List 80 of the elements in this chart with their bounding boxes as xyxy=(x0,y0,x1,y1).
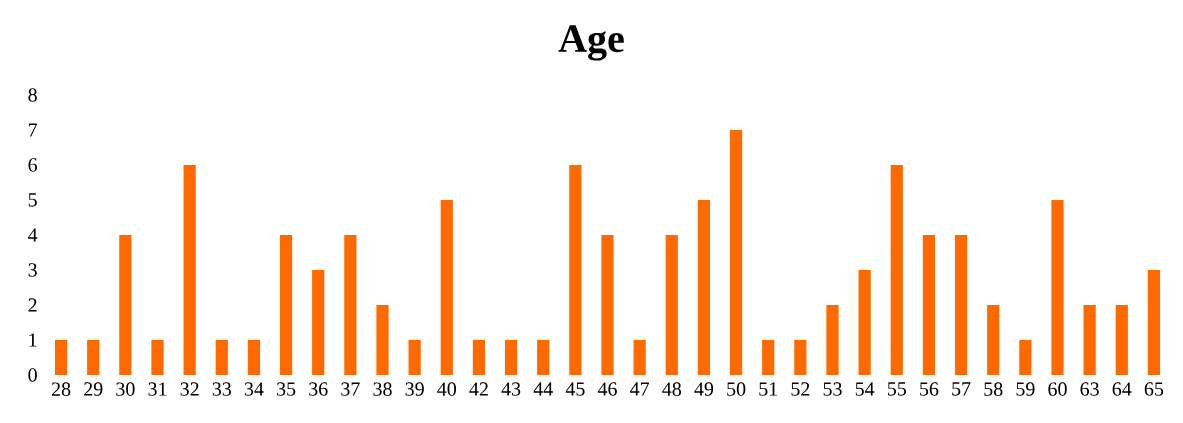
bar xyxy=(665,234,678,375)
bar xyxy=(376,304,389,375)
bar xyxy=(1019,339,1032,375)
x-tick-label: 40 xyxy=(437,382,457,396)
x-tick-label: 45 xyxy=(565,382,585,396)
bar xyxy=(890,164,903,375)
bar xyxy=(1083,304,1096,375)
x-tick-label: 28 xyxy=(51,382,71,396)
bar xyxy=(987,304,1000,375)
x-tick-label: 53 xyxy=(823,382,842,396)
bar xyxy=(279,234,293,375)
y-tick-label: 4 xyxy=(28,228,38,242)
bar xyxy=(119,234,132,375)
x-tick-label: 48 xyxy=(662,382,682,396)
y-tick-label: 8 xyxy=(28,88,37,102)
bar xyxy=(1115,304,1128,375)
x-tick-label: 44 xyxy=(533,382,553,396)
x-tick-label: 30 xyxy=(116,382,135,396)
bar xyxy=(954,234,968,375)
bar xyxy=(151,339,164,375)
x-tick-label: 63 xyxy=(1080,382,1099,396)
bar xyxy=(54,339,68,375)
x-tick-label: 51 xyxy=(759,382,778,396)
x-tick-label: 59 xyxy=(1016,382,1035,396)
x-tick-label: 60 xyxy=(1048,382,1067,396)
x-tick-label: 31 xyxy=(148,382,167,396)
bar xyxy=(537,339,550,375)
bar xyxy=(569,164,582,375)
x-tick-label: 39 xyxy=(405,382,424,396)
bar xyxy=(504,339,518,375)
bar xyxy=(762,339,775,375)
x-tick-label: 49 xyxy=(694,382,714,396)
x-tick-label: 57 xyxy=(952,382,971,396)
x-tick-label: 52 xyxy=(791,382,810,396)
bar xyxy=(183,164,196,375)
bar xyxy=(408,339,421,375)
x-tick-label: 65 xyxy=(1144,382,1164,396)
x-tick-label: 29 xyxy=(84,382,103,396)
bar xyxy=(826,304,839,375)
bar xyxy=(247,339,261,375)
x-tick-label: 47 xyxy=(630,382,650,396)
x-tick-label: 42 xyxy=(469,382,488,396)
x-tick-label: 43 xyxy=(501,382,521,396)
bar xyxy=(312,269,325,375)
x-tick-label: 58 xyxy=(984,382,1003,396)
x-tick-label: 35 xyxy=(277,382,296,396)
bar xyxy=(1051,199,1064,375)
x-tick-label: 64 xyxy=(1112,382,1132,396)
y-tick-label: 2 xyxy=(28,298,37,312)
x-tick-label: 46 xyxy=(597,382,617,396)
chart-title: Age xyxy=(558,25,624,61)
y-tick-label: 3 xyxy=(28,263,37,277)
bar xyxy=(697,199,711,375)
y-tick-label: 5 xyxy=(28,193,37,207)
x-tick-label: 54 xyxy=(855,382,875,396)
x-tick-label: 50 xyxy=(727,382,746,396)
bar xyxy=(633,339,646,375)
y-tick-label: 6 xyxy=(28,158,38,172)
bar xyxy=(858,269,871,375)
bar xyxy=(601,234,614,375)
bar xyxy=(729,129,743,375)
bar xyxy=(794,339,807,375)
x-tick-label: 38 xyxy=(373,382,392,396)
x-tick-label: 33 xyxy=(212,382,232,396)
bar xyxy=(215,339,228,375)
y-tick-label: 7 xyxy=(28,123,38,137)
y-tick-label: 0 xyxy=(28,368,37,382)
x-tick-label: 56 xyxy=(920,382,939,396)
bar xyxy=(922,234,936,375)
x-tick-label: 34 xyxy=(244,382,264,396)
x-tick-label: 37 xyxy=(341,382,360,396)
x-tick-label: 36 xyxy=(309,382,328,396)
bar xyxy=(440,199,453,375)
bar xyxy=(344,234,357,375)
bar xyxy=(1147,269,1161,375)
x-tick-label: 32 xyxy=(180,382,199,396)
bar xyxy=(87,339,100,375)
x-tick-label: 55 xyxy=(887,382,906,396)
bar xyxy=(472,339,486,375)
y-tick-label: 1 xyxy=(29,333,37,347)
